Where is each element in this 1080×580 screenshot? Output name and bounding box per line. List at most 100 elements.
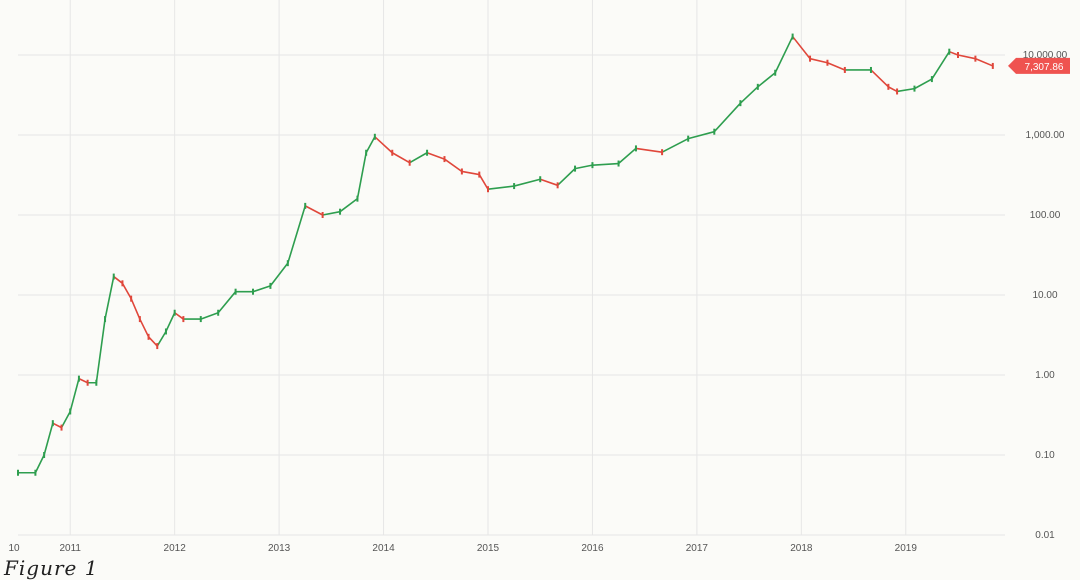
- price-segment: [408, 151, 428, 164]
- candle: [339, 208, 342, 215]
- price-segment: [539, 178, 559, 187]
- price-segment: [217, 290, 237, 314]
- candle: [843, 66, 846, 73]
- price-segment: [165, 311, 176, 333]
- x-tick-label: 2011: [59, 543, 81, 554]
- candle: [957, 52, 959, 58]
- candle: [974, 55, 977, 62]
- price-segment: [757, 71, 777, 88]
- price-segment: [104, 275, 115, 320]
- candle: [60, 424, 63, 431]
- candle: [252, 288, 254, 295]
- price-segment: [43, 422, 54, 456]
- candle: [809, 55, 812, 62]
- candle: [77, 375, 80, 382]
- price-segment: [426, 151, 446, 160]
- price-segment: [635, 147, 663, 153]
- y-tick-label: 0.10: [1035, 450, 1055, 461]
- x-axis: 10 2011 2012 2013 2014 2015 2016 2017 2018 2019: [8, 543, 917, 554]
- candle: [391, 149, 394, 156]
- last-price-marker: [1008, 57, 1070, 74]
- candle: [478, 171, 481, 178]
- candle: [591, 162, 594, 169]
- price-segment: [556, 167, 576, 187]
- candle: [182, 316, 185, 323]
- candle: [948, 48, 951, 55]
- x-tick-label: 2018: [790, 543, 813, 554]
- price-segment: [574, 164, 594, 170]
- candle: [365, 149, 368, 156]
- last-price-badge: 7,307.86: [1008, 57, 1070, 74]
- price-segment: [661, 137, 689, 153]
- candle: [791, 33, 794, 40]
- price-segment: [913, 78, 933, 90]
- price-segment: [304, 205, 324, 216]
- candle: [373, 133, 376, 140]
- candle: [634, 145, 637, 152]
- price-segment: [617, 147, 637, 165]
- candle: [713, 128, 716, 135]
- x-tick-label: 2014: [372, 543, 395, 554]
- candle: [69, 408, 72, 415]
- price-segment: [826, 61, 846, 71]
- price-segment: [957, 54, 977, 60]
- price-segment: [95, 318, 106, 384]
- last-price-label: 7,307.86: [1025, 62, 1064, 73]
- candle: [164, 328, 167, 335]
- y-axis: 10,000.00 1,000.00 100.00 10.00 1.00 0.10 0.01: [1023, 50, 1068, 541]
- x-tick-label: 2016: [581, 543, 604, 554]
- price-segment: [69, 377, 80, 413]
- price-segment: [887, 86, 898, 93]
- price-segment: [713, 102, 742, 133]
- price-segment: [78, 377, 89, 384]
- candle: [269, 282, 272, 289]
- x-tick-label: 2019: [895, 543, 918, 554]
- figure-caption: Figure 1: [4, 556, 99, 580]
- price-segment: [321, 210, 341, 216]
- candle: [51, 420, 54, 427]
- candle: [756, 83, 759, 90]
- candle: [687, 135, 690, 142]
- y-tick-label: 100.00: [1030, 210, 1061, 221]
- y-tick-label: 0.01: [1035, 530, 1055, 541]
- price-segment: [130, 297, 141, 320]
- price-segment: [870, 69, 890, 88]
- price-segment: [513, 178, 542, 187]
- y-tick-label: 1,000.00: [1026, 130, 1065, 141]
- candle: [321, 212, 324, 218]
- price-segment: [139, 318, 150, 338]
- price-segment: [252, 285, 272, 293]
- candle: [130, 295, 133, 302]
- price-segment: [112, 275, 124, 285]
- price-segment: [974, 57, 994, 67]
- price-segment: [391, 151, 411, 164]
- price-segment: [809, 57, 829, 64]
- candle: [304, 202, 307, 209]
- price-segment: [34, 454, 45, 474]
- y-tick-label: 1.00: [1035, 370, 1055, 381]
- candle: [356, 195, 359, 202]
- candle: [574, 165, 577, 172]
- candle: [86, 379, 89, 386]
- candle: [156, 343, 159, 350]
- price-segment: [739, 86, 759, 104]
- candle: [991, 62, 994, 69]
- candle: [896, 88, 899, 95]
- price-segment: [487, 185, 515, 191]
- candle: [34, 469, 37, 476]
- candle: [121, 280, 124, 287]
- candle: [869, 66, 872, 73]
- price-segment: [339, 197, 359, 213]
- price-segment: [147, 336, 159, 347]
- candle: [443, 156, 446, 163]
- price-segment: [774, 35, 794, 74]
- y-tick-label: 10,000.00: [1023, 50, 1068, 61]
- candle: [774, 69, 777, 76]
- price-segment: [269, 262, 289, 287]
- candle: [661, 149, 664, 156]
- price-segment: [478, 173, 489, 191]
- candle: [426, 149, 429, 156]
- price-segment: [356, 151, 367, 200]
- price-segment: [461, 170, 481, 176]
- candle: [147, 333, 150, 340]
